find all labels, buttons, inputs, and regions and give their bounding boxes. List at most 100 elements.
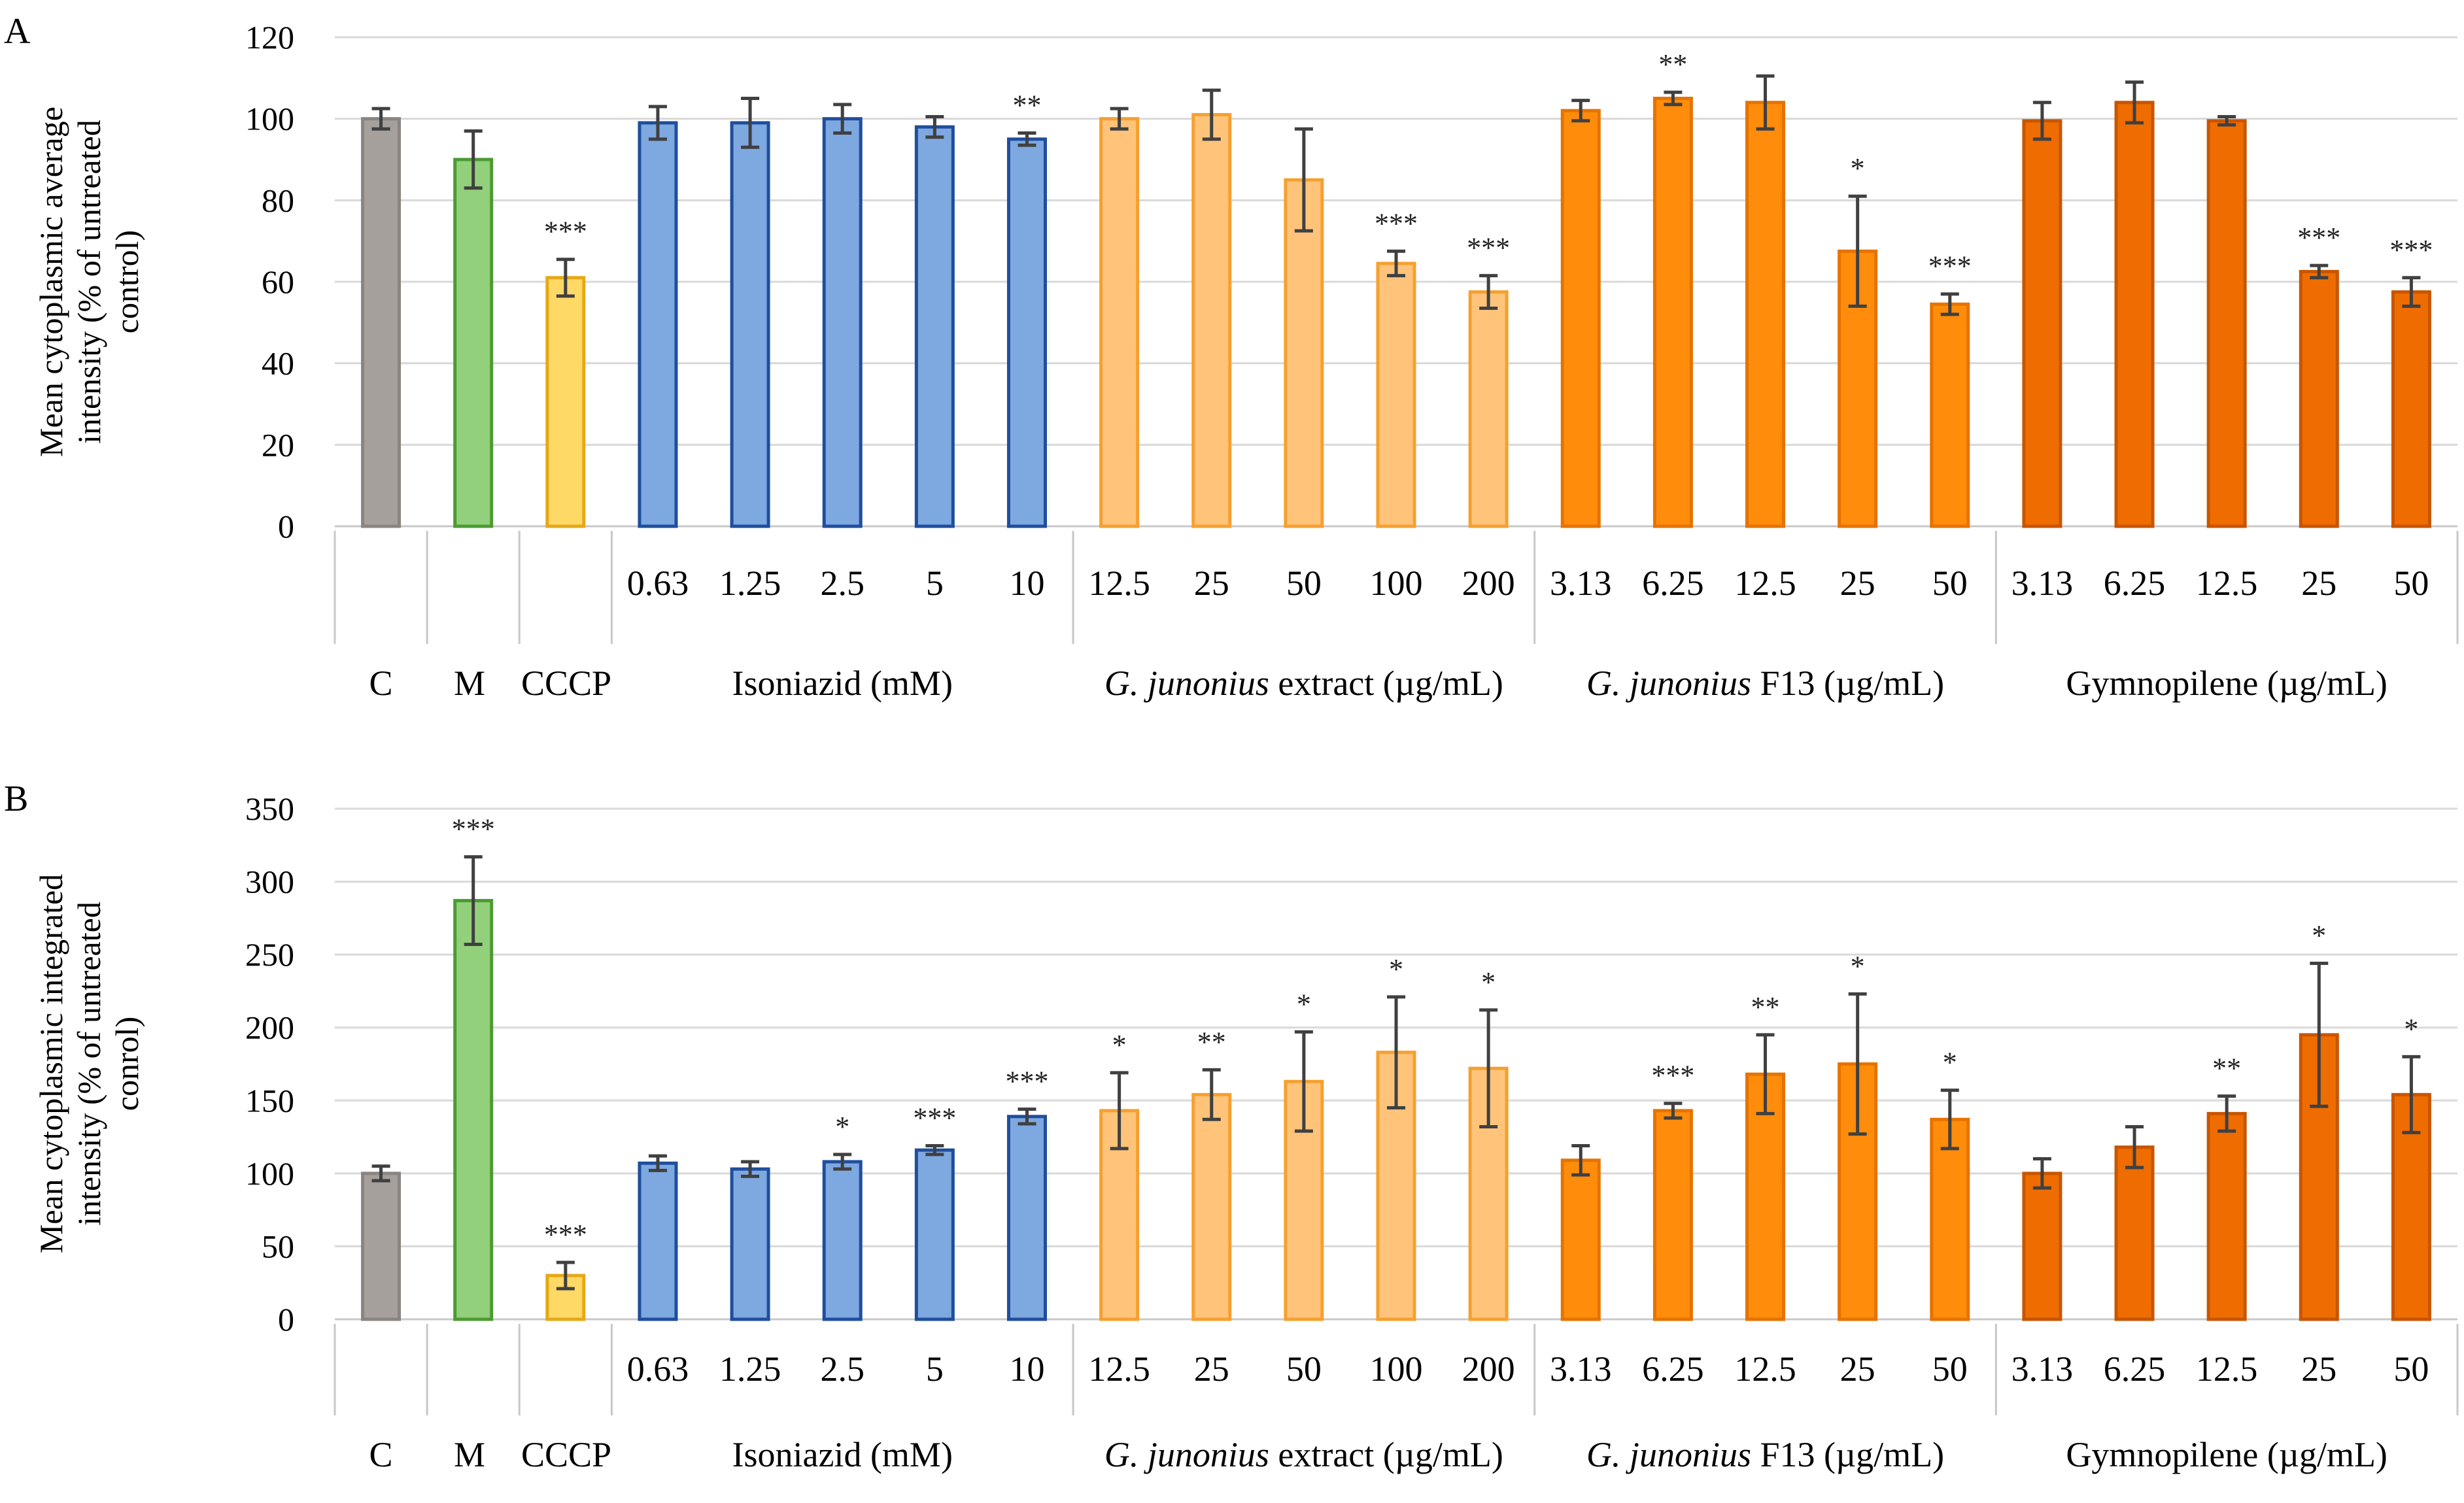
bar: [1099, 117, 1140, 528]
x-group-label-italic: G. junonius: [1104, 1435, 1269, 1474]
y-tick-label: 100: [245, 101, 294, 137]
bar: [914, 125, 955, 528]
x-category-label: 50: [1286, 564, 1322, 603]
significance-label: *: [2404, 1013, 2418, 1045]
significance-label: *: [1851, 152, 1865, 184]
x-group-label: Isoniazid (mM): [732, 1435, 953, 1474]
x-group-label: C: [369, 664, 393, 703]
significance-label: **: [1012, 89, 1041, 121]
x-category-label: 12.5: [1734, 564, 1796, 603]
panel-b: B Mean cytoplasmic integratedintensity (%…: [4, 779, 2459, 1474]
y-tick-label: 120: [245, 19, 294, 56]
x-group-label: Gymnopilene (µg/mL): [2066, 664, 2387, 703]
significance-label: ***: [1467, 232, 1510, 264]
bar: [2206, 119, 2247, 528]
bar: [914, 1148, 955, 1321]
x-category-label: 25: [1840, 564, 1875, 603]
significance-label: ***: [1928, 250, 1972, 282]
bar: [2114, 1145, 2155, 1321]
bar: [730, 121, 770, 528]
x-group-label-text: Isoniazid (mM): [732, 1435, 953, 1474]
x-group-label-italic: G. junonius: [1586, 1435, 1751, 1474]
x-category-label: 12.5: [1088, 1349, 1150, 1389]
y-axis-label-line: intensity (% of untreated: [71, 902, 107, 1226]
y-axis-label-line: conrol): [109, 1017, 145, 1111]
y-axis-label: Mean cytoplasmic integratedintensity (% …: [33, 874, 145, 1253]
x-category-label: 50: [1286, 1349, 1322, 1389]
x-category-label: 10: [1009, 564, 1044, 603]
x-group-label: M: [454, 1435, 485, 1474]
x-category-label: 50: [1932, 564, 1968, 603]
x-group-label-text: Gymnopilene (µg/mL): [2066, 664, 2387, 703]
significance-label: ***: [2297, 222, 2340, 254]
y-tick-label: 50: [262, 1228, 294, 1264]
x-category-label: 3.13: [2011, 1349, 2074, 1389]
x-category-label: 12.5: [1734, 1349, 1796, 1389]
x-category-label: 6.25: [2104, 1349, 2166, 1389]
bar: [453, 158, 494, 528]
x-category-label: 200: [1462, 564, 1515, 603]
x-category-label: 50: [1932, 1349, 1968, 1389]
x-category-label: 5: [926, 564, 944, 603]
bar: [1191, 112, 1232, 528]
x-group-label-text: CCCP: [521, 664, 611, 703]
significance-label: ***: [913, 1102, 956, 1134]
x-group-label: C: [369, 1435, 393, 1474]
bar: [453, 899, 494, 1321]
x-group-label-italic: G. junonius: [1586, 664, 1751, 703]
bar: [1468, 290, 1509, 528]
x-category-label: 1.25: [719, 1349, 781, 1389]
significance-label: ***: [544, 1219, 587, 1251]
x-group-label-text: C: [369, 664, 393, 703]
significance-label: *: [1297, 988, 1311, 1020]
bar: [1376, 262, 1416, 528]
bar: [2022, 119, 2062, 528]
significance-label: *: [1943, 1047, 1957, 1079]
x-group-label-text: C: [369, 1435, 393, 1474]
bar: [1560, 109, 1601, 528]
x-category-label: 5: [926, 1349, 944, 1389]
bar: [2022, 1172, 2062, 1321]
x-category-label: 3.13: [1550, 564, 1612, 603]
y-tick-label: 20: [262, 426, 294, 463]
x-category-label: 3.13: [1550, 1349, 1612, 1389]
bar: [730, 1167, 770, 1321]
y-tick-label: 60: [262, 263, 294, 300]
x-category-label: 6.25: [1642, 564, 1704, 603]
significance-label: ***: [2389, 234, 2433, 266]
y-tick-label: 250: [245, 936, 294, 973]
x-category-label: 200: [1462, 1349, 1515, 1389]
y-tick-label: 200: [245, 1009, 294, 1046]
x-category-label: 12.5: [2196, 564, 2258, 603]
x-group-label: G. junonius F13 (µg/mL): [1586, 1435, 1944, 1474]
significance-label: *: [1851, 950, 1865, 982]
x-group-label: G. junonius F13 (µg/mL): [1586, 664, 1944, 703]
bar: [361, 1172, 402, 1321]
x-group-label: CCCP: [521, 1435, 611, 1474]
x-category-label: 3.13: [2011, 564, 2074, 603]
bar: [2299, 269, 2339, 528]
y-tick-label: 100: [245, 1155, 294, 1192]
bar: [1006, 137, 1047, 528]
panel-letter: A: [4, 11, 31, 52]
y-tick-label: 0: [278, 508, 294, 545]
x-group-label-text: M: [454, 664, 485, 703]
x-category-label: 25: [2301, 564, 2336, 603]
x-group-label-text: Gymnopilene (µg/mL): [2066, 1435, 2387, 1474]
bar: [2114, 101, 2155, 528]
bar: [1652, 1109, 1693, 1321]
panel-a: A Mean cytoplasmic averageintensity (% of…: [4, 11, 2459, 703]
bar: [1560, 1158, 1601, 1321]
bar: [361, 117, 402, 528]
significance-label: *: [835, 1111, 849, 1143]
x-category-label: 25: [1840, 1349, 1875, 1389]
significance-label: **: [1751, 991, 1780, 1023]
significance-label: *: [2312, 920, 2326, 952]
x-group-label-text: extract (µg/mL): [1269, 1435, 1503, 1474]
y-tick-label: 80: [262, 182, 294, 218]
x-category-label: 25: [1194, 564, 1229, 603]
bar: [545, 1274, 586, 1321]
y-tick-label: 0: [278, 1301, 294, 1338]
x-group-label: CCCP: [521, 664, 611, 703]
x-group-label: M: [454, 664, 485, 703]
